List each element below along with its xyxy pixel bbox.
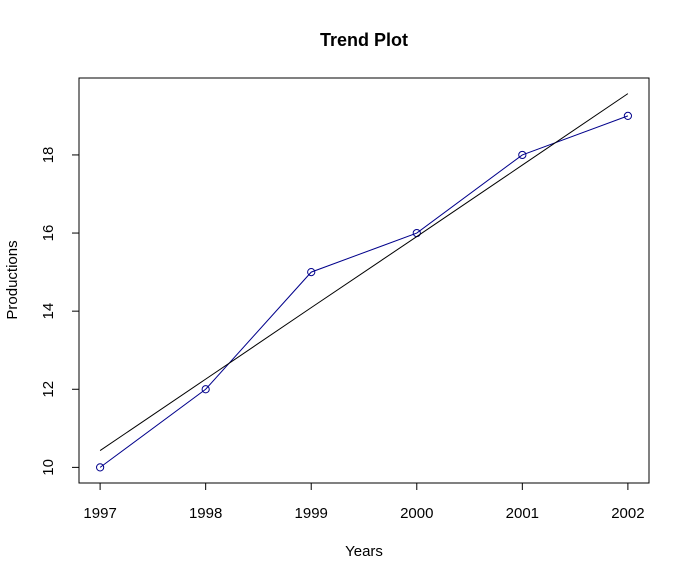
series-layer [96, 93, 632, 472]
x-tick-label: 1997 [83, 505, 116, 522]
y-tick-label: 12 [40, 381, 57, 398]
data-point [518, 150, 527, 160]
x-tick-label: 1999 [295, 505, 328, 522]
y-tick-label: 10 [40, 459, 57, 476]
y-axis: 10 12 14 16 18 [40, 147, 80, 476]
x-axis: 1997 1998 1999 2000 2001 2002 [83, 482, 645, 522]
x-axis-label: Years [345, 543, 383, 560]
y-tick-label: 14 [40, 303, 57, 320]
y-axis-label: Productions [4, 240, 21, 319]
x-tick-label: 2002 [611, 505, 644, 522]
data-point [201, 385, 210, 394]
production-series-line [99, 115, 629, 468]
y-tick-label: 16 [40, 225, 57, 242]
data-point [96, 463, 105, 472]
y-tick-label: 18 [40, 147, 57, 164]
x-tick-label: 2001 [506, 505, 539, 522]
plot-frame [78, 77, 650, 484]
data-point [307, 268, 316, 277]
x-tick-label: 2000 [400, 505, 433, 522]
x-tick-label: 1998 [189, 505, 222, 522]
data-point [623, 111, 632, 120]
trend-line [99, 93, 629, 451]
chart-title: Trend Plot [320, 30, 408, 50]
